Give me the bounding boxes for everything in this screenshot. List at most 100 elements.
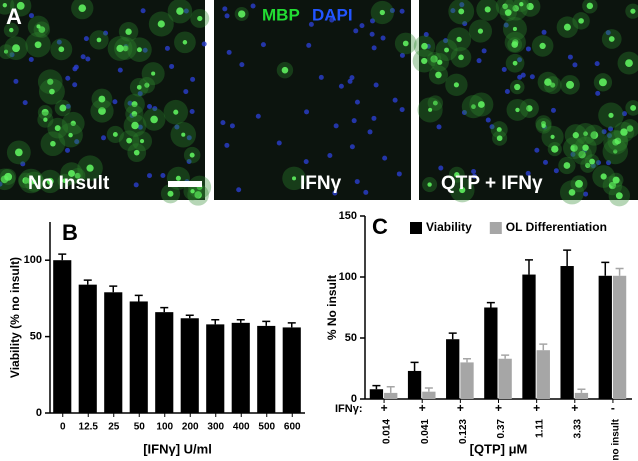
cell (12, 44, 21, 53)
panel-label: C (372, 214, 388, 239)
cell (630, 104, 637, 111)
x-axis-label: [QTP] μM (470, 441, 528, 456)
cell (550, 82, 556, 88)
x-tick-label: 200 (182, 422, 199, 433)
bar (78, 284, 97, 413)
legend-label: Viability (426, 220, 472, 234)
cell (131, 111, 138, 117)
panel-label: B (62, 220, 78, 245)
x-tick-label: 1.11 (534, 419, 545, 438)
scale-bar (168, 181, 202, 187)
cell (194, 191, 202, 199)
cell (86, 164, 94, 172)
error-bar (486, 301, 495, 308)
cell (151, 71, 156, 76)
nucleus (354, 179, 360, 185)
error-bar (448, 332, 457, 340)
nucleus (133, 182, 139, 188)
nucleus (363, 189, 369, 195)
nucleus (303, 159, 309, 165)
nucleus (56, 39, 62, 45)
x-tick-label: 25 (108, 422, 120, 433)
cell (586, 2, 594, 10)
nucleus (250, 3, 256, 9)
nucleus (471, 169, 477, 175)
cell (459, 186, 466, 194)
nucleus (229, 123, 235, 129)
nucleus (186, 135, 192, 141)
cell (526, 105, 533, 112)
nucleus (85, 56, 91, 62)
nucleus (501, 66, 507, 72)
cell (70, 120, 76, 127)
nucleus (103, 30, 109, 36)
nucleus (534, 147, 540, 153)
error-bar (615, 267, 624, 276)
cell (139, 139, 145, 144)
cell (512, 26, 517, 31)
cell (427, 182, 432, 187)
cell (182, 40, 188, 45)
nucleus (520, 72, 526, 78)
nucleus (329, 17, 335, 23)
nucleus (369, 31, 375, 37)
bar (257, 325, 276, 413)
nucleus (461, 109, 467, 115)
legend-swatch (489, 222, 502, 234)
cell (615, 192, 623, 200)
nucleus (147, 104, 153, 110)
cell (197, 15, 203, 22)
cell (175, 175, 181, 181)
cell (176, 7, 184, 15)
row-value: + (571, 401, 578, 415)
cell (58, 46, 65, 53)
nucleus (160, 173, 166, 179)
error-bar (577, 388, 586, 393)
cell (515, 107, 520, 113)
row-value: + (381, 401, 388, 415)
bar (53, 260, 72, 413)
y-tick-label: 50 (30, 331, 42, 343)
y-axis-label: Viability (% no insult) (8, 257, 22, 378)
nucleus (22, 100, 28, 106)
cell (504, 9, 512, 16)
nucleus (306, 42, 312, 48)
nucleus (338, 83, 344, 89)
cell (49, 88, 55, 95)
cell (421, 42, 428, 50)
nucleus (255, 113, 261, 119)
error-bar (410, 361, 419, 371)
bar (560, 266, 574, 399)
nucleus (308, 21, 314, 27)
x-axis-label: [IFNγ] U/ml (143, 441, 212, 456)
nucleus (529, 74, 535, 80)
cell (514, 83, 521, 91)
cell (583, 131, 588, 137)
cell (131, 121, 139, 130)
error-bar (83, 279, 92, 285)
nucleus (318, 74, 324, 80)
error-bar (501, 354, 510, 359)
nucleus (371, 115, 377, 121)
error-bar (109, 285, 118, 293)
cell (31, 179, 37, 184)
nucleus (101, 135, 107, 141)
nucleus (396, 171, 402, 177)
nucleus (13, 78, 19, 84)
nucleus (517, 57, 523, 63)
x-tick-label: 50 (134, 422, 146, 433)
cell (4, 172, 13, 181)
nucleus (567, 54, 573, 60)
nucleus (224, 13, 230, 19)
x-tick-label: 3.33 (572, 419, 583, 439)
cell (43, 117, 48, 122)
nucleus (590, 163, 596, 169)
nucleus (621, 111, 627, 117)
bar (282, 327, 301, 413)
cell (112, 131, 118, 137)
cell (126, 137, 133, 144)
cell (544, 78, 552, 86)
cell (432, 100, 438, 106)
stain-label: MBP (262, 5, 300, 24)
